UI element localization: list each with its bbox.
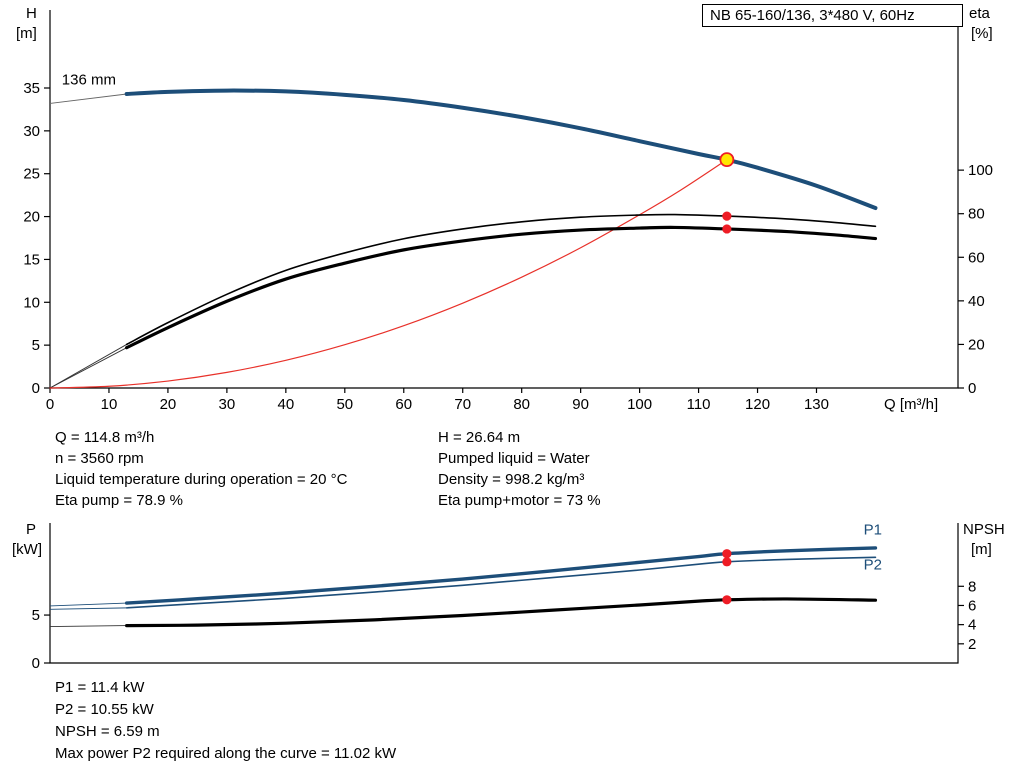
x-tick-label: 120 — [745, 396, 770, 413]
x-tick-label: 40 — [278, 396, 295, 413]
p1-point — [722, 549, 732, 559]
head-lead-line — [49, 93, 127, 104]
power-axis-title: P — [26, 521, 37, 538]
y-right-tick-label: 2 — [968, 636, 976, 653]
y-right-tick-label: 40 — [968, 293, 985, 310]
y-right-tick-label: 4 — [968, 617, 976, 634]
y-right-tick-label: 60 — [968, 249, 985, 266]
y-right-tick-label: 20 — [968, 336, 985, 353]
y-left-tick-label: 20 — [23, 209, 40, 226]
annotation-p1: P1 — [864, 522, 882, 539]
eta-pump-value: Eta pump = 78.9 % — [55, 492, 183, 509]
y-left-tick-label: 15 — [23, 251, 40, 268]
annotation-136-mm: 136 mm — [62, 72, 116, 89]
eta-axis-unit: [%] — [971, 25, 993, 42]
y-left-tick-label: 0 — [32, 380, 40, 397]
y-left-tick-label: 5 — [32, 337, 40, 354]
p2-point — [722, 557, 732, 567]
x-tick-label: 50 — [336, 396, 353, 413]
y-right-tick-label: 8 — [968, 578, 976, 595]
density-value: Density = 998.2 kg/m³ — [438, 471, 585, 488]
npsh-curve — [125, 597, 878, 628]
p2-curve — [125, 556, 877, 609]
x-tick-label: 90 — [572, 396, 589, 413]
power-info: P1 = 11.4 kW P2 = 10.55 kW NPSH = 6.59 m… — [55, 677, 396, 765]
head-axis-title: H — [26, 5, 37, 22]
npsh-axis-unit: [m] — [971, 541, 992, 558]
eta-pump-lead-line — [49, 344, 127, 389]
y-left-tick-label: 30 — [23, 123, 40, 140]
pumped-liquid-value: Pumped liquid = Water — [438, 450, 590, 467]
axis-frame — [49, 523, 959, 664]
x-tick-label: 30 — [219, 396, 236, 413]
head-value: H = 26.64 m — [438, 429, 521, 446]
eta-pump-motor-value: Eta pump+motor = 73 % — [438, 492, 601, 509]
duty-info-right: H = 26.64 m Pumped liquid = Water Densit… — [438, 427, 601, 511]
x-tick-label: 80 — [513, 396, 530, 413]
annotation-p2: P2 — [864, 557, 882, 574]
eta-pump-point — [722, 211, 732, 221]
duty-point — [719, 152, 735, 168]
p2-lead-line — [49, 607, 127, 610]
y-left-tick-label: 10 — [23, 294, 40, 311]
x-tick-label: 130 — [804, 396, 829, 413]
x-tick-label: 0 — [46, 396, 54, 413]
x-tick-label: 10 — [101, 396, 118, 413]
eta-pump-motor-lead-line — [49, 347, 127, 389]
x-tick-label: 100 — [627, 396, 652, 413]
liquid-temp-value: Liquid temperature during operation = 20… — [55, 471, 348, 488]
eta-pump-motor-curve — [125, 225, 878, 350]
x-tick-label: 60 — [395, 396, 412, 413]
y-left-tick-label: 0 — [32, 655, 40, 672]
flow-value: Q = 114.8 m³/h — [55, 429, 155, 446]
y-left-tick-label: 25 — [23, 166, 40, 183]
y-left-tick-label: 5 — [32, 607, 40, 624]
x-tick-label: 20 — [160, 396, 177, 413]
npsh-lead-line — [49, 625, 127, 628]
max-power-value: Max power P2 required along the curve = … — [55, 745, 397, 762]
npsh-point — [722, 595, 732, 605]
y-right-tick-label: 6 — [968, 597, 976, 614]
x-tick-label: 70 — [454, 396, 471, 413]
p2-value: P2 = 10.55 kW — [55, 701, 154, 718]
system-curve — [49, 159, 728, 389]
eta-axis-title: eta — [969, 5, 990, 22]
pump-title-box: NB 65-160/136, 3*480 V, 60Hz — [702, 4, 963, 27]
npsh-value: NPSH = 6.59 m — [55, 723, 160, 740]
speed-value: n = 3560 rpm — [55, 450, 144, 467]
eta-pump-motor-point — [722, 224, 732, 234]
y-right-tick-label: 0 — [968, 380, 976, 397]
p1-curve — [124, 546, 878, 605]
flow-axis-title: Q [m³/h] — [884, 396, 939, 413]
y-right-tick-label: 80 — [968, 206, 985, 223]
y-right-tick-label: 100 — [968, 162, 993, 179]
eta-pump-curve — [125, 213, 877, 346]
head-efficiency-chart: 0 10 20 30 40 50 60 70 80 90 100 110 120 130 0 5 10 15 20 2… — [23, 10, 993, 413]
axis-frame — [49, 10, 959, 389]
duty-info-left: Q = 114.8 m³/h n = 3560 rpm Liquid tempe… — [55, 427, 347, 511]
p1-value: P1 = 11.4 kW — [55, 679, 145, 696]
y-left-tick-label: 35 — [23, 80, 40, 97]
power-npsh-chart: 0 5 2 4 6 8 P1 P2 — [32, 522, 977, 672]
x-tick-label: 110 — [687, 396, 711, 413]
npsh-axis-title: NPSH — [963, 521, 1005, 538]
p1-lead-line — [49, 602, 127, 607]
head-axis-unit: [m] — [16, 25, 37, 42]
head-curve-136mm — [124, 88, 878, 210]
power-axis-unit: [kW] — [12, 541, 42, 558]
